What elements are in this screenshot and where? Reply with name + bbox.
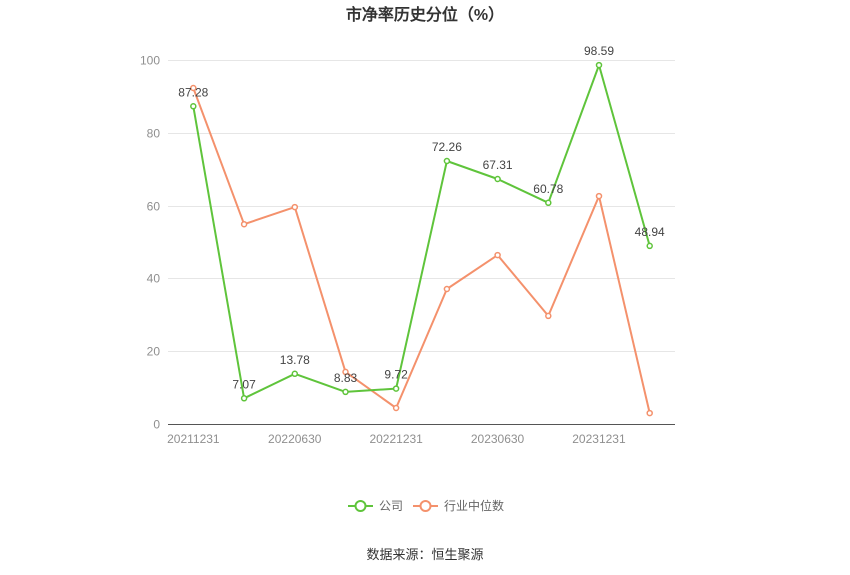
y-tick-label: 60 [147, 200, 161, 214]
data-label-layer: 87.28 7.07 13.78 8.83 9.72 72.26 67.31 60.78 98.… [178, 44, 665, 391]
industry-median-point[interactable] [545, 312, 552, 320]
y-tick-label: 0 [153, 418, 160, 432]
company-point[interactable] [545, 199, 552, 207]
company-data-label: 48.94 [635, 225, 665, 239]
company-data-label: 9.72 [384, 368, 408, 382]
company-point[interactable] [190, 103, 197, 110]
company-data-label: 60.78 [533, 182, 563, 196]
x-tick-label: 20211231 [167, 432, 220, 446]
industry-median-point[interactable] [291, 203, 299, 211]
legend-company-label: 公司 [379, 499, 403, 513]
company-point[interactable] [392, 385, 400, 392]
legend: 公司 行业中位数 [348, 498, 504, 513]
legend-company-marker-icon [354, 500, 367, 512]
company-point[interactable] [443, 157, 451, 165]
y-tick-label: 80 [147, 127, 161, 141]
industry-median-point[interactable] [646, 409, 653, 417]
industry-median-point[interactable] [190, 84, 197, 92]
company-data-label: 7.07 [232, 377, 256, 391]
y-tick-label: 20 [147, 345, 161, 359]
y-tick-label: 100 [140, 54, 160, 68]
company-point[interactable] [240, 395, 248, 402]
company-data-label: 72.26 [432, 140, 462, 154]
company-data-label: 13.78 [280, 353, 310, 367]
company-line [192, 64, 651, 400]
x-tick-label: 20221231 [369, 432, 423, 446]
x-tick-label: 20220630 [268, 432, 322, 446]
industry-median-point[interactable] [443, 285, 451, 293]
industry-median-point[interactable] [342, 368, 349, 376]
company-point[interactable] [595, 61, 603, 69]
company-data-label: 8.83 [334, 371, 358, 385]
data-source-note: 数据来源：恒生聚源 [366, 547, 483, 562]
gridlines [168, 60, 675, 352]
y-axis-tick-labels: 0 20 40 60 80 100 [140, 54, 160, 432]
industry-median-line [192, 87, 651, 414]
company-data-label: 67.31 [483, 158, 513, 172]
industry-median-point[interactable] [595, 192, 603, 200]
company-point[interactable] [494, 175, 501, 183]
x-tick-label: 20231231 [572, 432, 626, 446]
legend-item-industry-median[interactable]: 行业中位数 [413, 498, 504, 513]
x-axis-tick-labels: 20211231 20220630 20221231 20230630 20231231 [167, 432, 626, 446]
legend-industry-marker-icon [419, 500, 432, 512]
company-data-label: 98.59 [584, 44, 614, 58]
y-tick-label: 40 [147, 272, 161, 286]
legend-item-company[interactable]: 公司 [348, 499, 403, 513]
series-company [190, 61, 653, 402]
series-industry-median [190, 84, 653, 417]
company-point[interactable] [646, 242, 653, 250]
company-point[interactable] [342, 388, 349, 396]
series-layer [190, 61, 653, 417]
company-data-label: 87.28 [178, 85, 208, 99]
industry-median-point[interactable] [494, 251, 501, 259]
legend-industry-label: 行业中位数 [444, 498, 504, 513]
x-tick-label: 20230630 [471, 432, 525, 446]
company-point[interactable] [291, 370, 299, 378]
industry-median-point[interactable] [392, 404, 400, 412]
industry-median-point[interactable] [240, 220, 248, 228]
chart-title: 市净率历史分位（%） [346, 5, 504, 24]
